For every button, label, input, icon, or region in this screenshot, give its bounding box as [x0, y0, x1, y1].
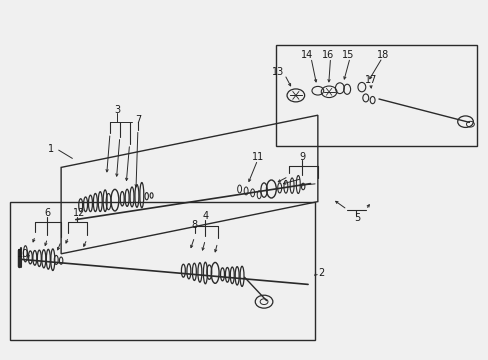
Text: 9: 9 — [299, 152, 305, 162]
Text: 13: 13 — [271, 67, 284, 77]
Text: 10: 10 — [17, 249, 29, 259]
Text: 7: 7 — [135, 114, 141, 125]
Text: 15: 15 — [341, 50, 354, 60]
Text: 5: 5 — [353, 213, 359, 223]
Text: 12: 12 — [73, 208, 85, 218]
Text: 14: 14 — [300, 50, 312, 60]
Text: 3: 3 — [114, 105, 120, 115]
Text: 18: 18 — [376, 50, 389, 60]
Text: 2: 2 — [318, 267, 324, 278]
Text: 1: 1 — [48, 144, 54, 154]
Text: 11: 11 — [251, 152, 264, 162]
Text: 8: 8 — [191, 220, 197, 230]
Text: 16: 16 — [321, 50, 333, 60]
Text: 17: 17 — [365, 75, 377, 85]
Text: 6: 6 — [44, 208, 50, 218]
Text: 4: 4 — [202, 211, 208, 221]
